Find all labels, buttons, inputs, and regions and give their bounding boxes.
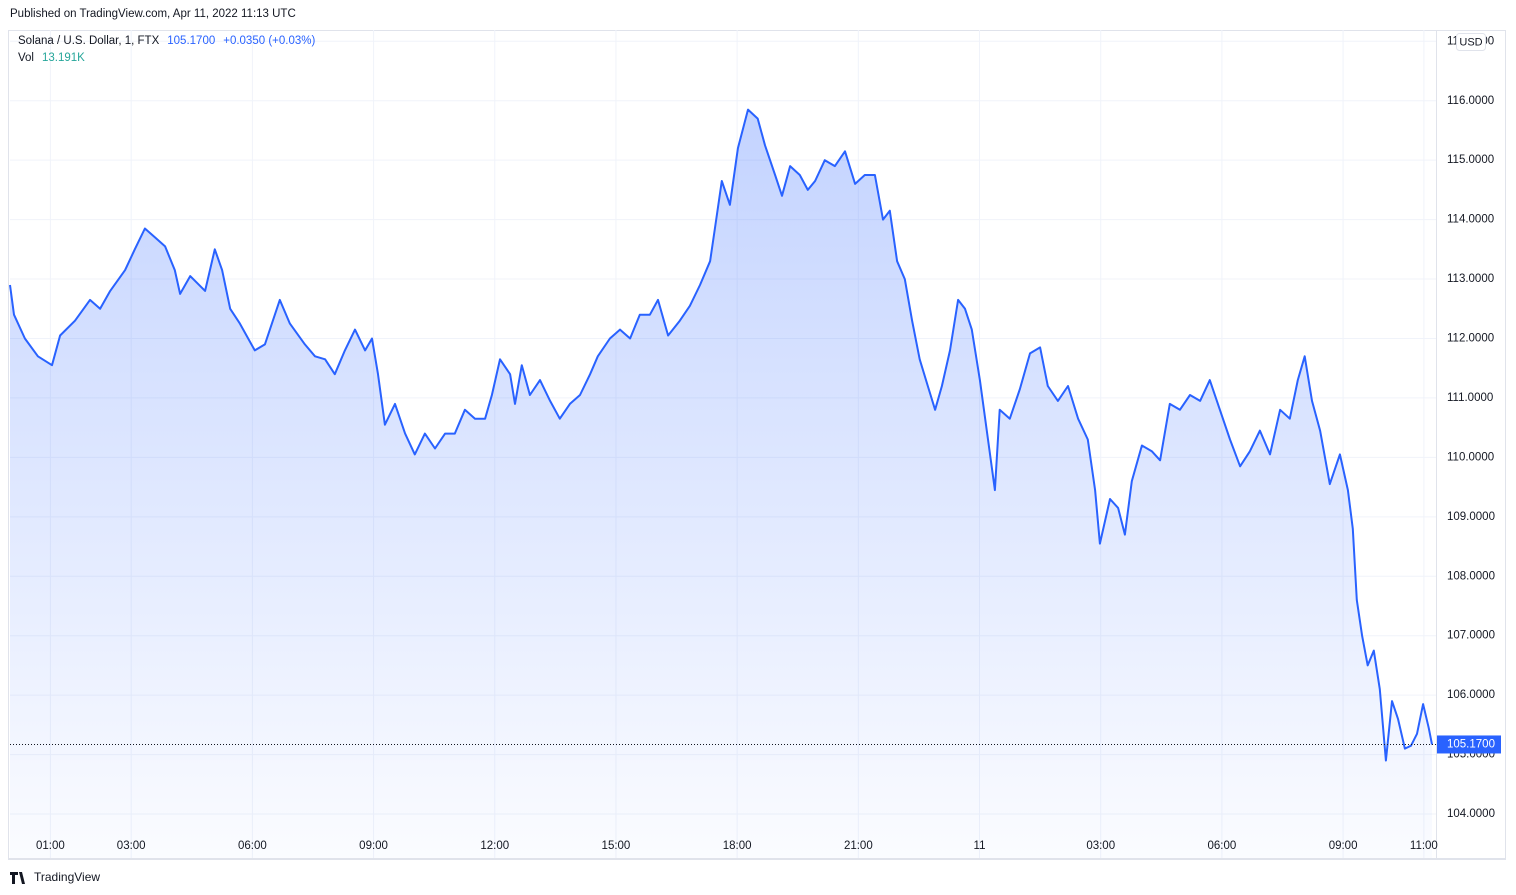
x-tick-label: 09:00 — [1329, 840, 1358, 852]
y-tick-label: 114.0000 — [1447, 214, 1494, 226]
y-tick-label: 111.0000 — [1447, 392, 1493, 404]
x-tick-label: 03:00 — [1086, 840, 1115, 852]
volume-value: 13.191K — [42, 52, 85, 64]
y-tick-label: 108.0000 — [1447, 570, 1495, 582]
x-tick-label: 21:00 — [844, 840, 873, 852]
x-tick-label: 12:00 — [480, 840, 509, 852]
y-tick-label: 110.0000 — [1447, 451, 1494, 463]
price-line — [9, 108, 1433, 762]
chart-frame — [8, 30, 1506, 860]
brand: TradingView — [34, 870, 100, 884]
last-price-tag — [1437, 735, 1501, 754]
x-tick-label: 11:00 — [1410, 840, 1438, 852]
published-note: Published on TradingView.com, Apr 11, 20… — [10, 8, 296, 20]
symbol: Solana / U.S. Dollar, 1, FTX 105.1700 +0.0… — [18, 35, 315, 47]
currency-box[interactable] — [1456, 33, 1486, 51]
currency[interactable]: USD — [1459, 36, 1482, 48]
x-tick-label: 11 — [974, 840, 986, 852]
y-tick-label: 106.0000 — [1447, 689, 1495, 701]
volume-label: Vol — [18, 52, 34, 64]
y-tick-label: 113.0000 — [1447, 273, 1494, 285]
axes: 104.0000105.0000106.0000107.0000108.0000… — [36, 35, 1501, 852]
plot — [9, 108, 1436, 859]
x-tick-label: 06:00 — [238, 840, 267, 852]
symbol-name: Solana / U.S. Dollar, 1, FTX — [18, 35, 160, 47]
brand-logo — [10, 872, 25, 884]
y-tick-label: 104.0000 — [1447, 808, 1495, 820]
x-tick-label: 09:00 — [359, 840, 388, 852]
y-tick-label: 109.0000 — [1447, 511, 1495, 523]
area-fill — [10, 109, 1432, 859]
y-tick-label: 115.0000 — [1447, 154, 1494, 166]
x-tick-label: 06:00 — [1208, 840, 1237, 852]
change: +0.0350 (+0.03%) — [223, 35, 315, 47]
x-tick-label: 18:00 — [723, 840, 752, 852]
volume-legend: Vol 13.191K — [18, 52, 85, 64]
price: 105.1700 — [167, 35, 215, 47]
last-price-label: 105.1700 — [1447, 739, 1495, 751]
x-tick-label: 01:00 — [36, 840, 65, 852]
x-tick-label: 03:00 — [117, 840, 146, 852]
y-tick-label: 112.0000 — [1447, 333, 1494, 345]
y-tick-label: 116.0000 — [1447, 95, 1494, 107]
x-tick-label: 15:00 — [602, 840, 631, 852]
y-tick-label: 107.0000 — [1447, 630, 1495, 642]
